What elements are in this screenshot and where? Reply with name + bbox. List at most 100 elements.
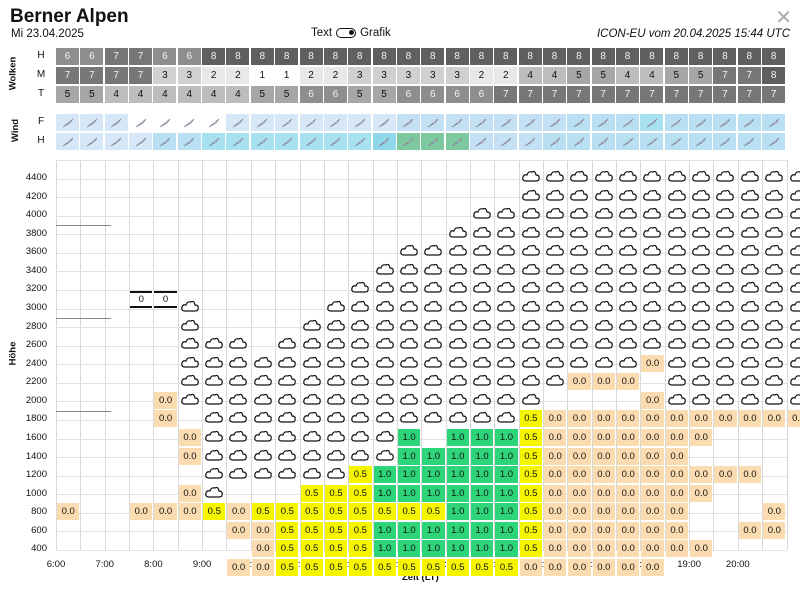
cloud-icon (789, 168, 800, 184)
x-tick-label: 15:00 (482, 559, 507, 570)
wind-arrow-icon (80, 133, 104, 150)
cloud-icon (569, 354, 589, 370)
grid-line (129, 160, 131, 550)
cloud-icon (521, 224, 541, 240)
cloud-cell: 7 (56, 67, 79, 84)
ceiling-marker: 0 (130, 290, 153, 308)
toggle-switch[interactable] (336, 28, 357, 38)
cloud-icon (594, 187, 614, 203)
cloud-icon (448, 242, 468, 258)
cloud-cell: 5 (689, 67, 713, 84)
cloud-cell: 6 (396, 86, 420, 103)
lift-value-cell: 0.0 (641, 410, 664, 428)
toggle-knob (349, 30, 355, 35)
cloud-icon (472, 354, 492, 370)
cloud-icon (496, 261, 516, 277)
cloud-icon (545, 242, 565, 258)
cloud-cell: 6 (299, 86, 323, 103)
grid-line (275, 160, 277, 550)
lift-value-cell: 0.0 (568, 503, 591, 521)
cloud-icon (569, 335, 589, 351)
cloud-cell: 7 (737, 86, 761, 103)
cloud-icon (594, 354, 614, 370)
cloud-cell: 4 (518, 67, 542, 84)
cloud-icon (691, 224, 711, 240)
grid-line (177, 160, 179, 550)
grid-line (640, 160, 642, 550)
wind-arrow-icon (469, 133, 493, 150)
grid-line (737, 160, 739, 550)
view-toggle[interactable]: Text Grafik (311, 27, 391, 39)
cloud-icon (326, 428, 346, 444)
cloud-icon (423, 317, 443, 333)
cloud-icon (545, 372, 565, 388)
toggle-text-label: Text (311, 27, 333, 39)
cloud-icon (302, 335, 322, 351)
lift-value-cell: 0.5 (324, 540, 348, 558)
lift-value-cell: 0.0 (592, 466, 616, 484)
cloud-icon (594, 205, 614, 221)
cloud-icon (253, 465, 273, 481)
cloud-icon (764, 224, 784, 240)
lift-value-cell: 0.5 (422, 503, 445, 521)
lift-value-cell: 0.5 (324, 558, 348, 576)
y-tick-label: 3200 (25, 283, 47, 295)
cloud-icon (521, 298, 541, 314)
cloud-icon (569, 317, 589, 333)
x-tick-label: 11:00 (287, 559, 312, 570)
cloud-cell: 7 (129, 48, 153, 65)
lift-value-cell: 0.0 (641, 354, 664, 372)
cloud-cell: 7 (737, 67, 761, 84)
lift-value-cell: 1.0 (446, 447, 469, 465)
cloud-icon (180, 372, 200, 388)
cloud-icon (277, 372, 297, 388)
cloud-cell: 7 (104, 67, 128, 84)
cloud-icon (350, 391, 370, 407)
cloud-icon (667, 205, 687, 221)
cloud-cell: 5 (250, 86, 274, 103)
cloud-icon (253, 409, 273, 425)
wind-arrow-icon (737, 114, 761, 131)
lift-value-cell: 0.0 (178, 428, 202, 446)
lift-value-cell: 0.0 (665, 484, 689, 502)
wind-arrow-icon (56, 133, 79, 150)
lift-value-cell: 0.0 (617, 447, 640, 465)
lift-value-cell: 0.0 (714, 466, 737, 484)
cloud-icon (521, 205, 541, 221)
cloud-cell: 1 (250, 67, 274, 84)
lift-value-cell: 0.0 (763, 521, 786, 539)
wind-arrow-icon (616, 133, 640, 150)
cloud-icon (180, 335, 200, 351)
wind-arrow-icon (80, 114, 104, 131)
cloud-icon (667, 168, 687, 184)
cloud-icon (740, 168, 760, 184)
lift-value-cell: 0.0 (617, 521, 640, 539)
cloud-icon (594, 279, 614, 295)
close-icon[interactable]: ✕ (775, 7, 792, 29)
cloud-icon (423, 279, 443, 295)
grid-line (56, 252, 787, 254)
lift-value-cell: 1.0 (397, 428, 421, 446)
cloud-icon (472, 224, 492, 240)
cloud-icon (277, 428, 297, 444)
cloud-icon (204, 465, 224, 481)
lift-value-cell: 1.0 (470, 484, 494, 502)
lift-value-cell: 0.0 (592, 447, 616, 465)
cloud-icon (496, 335, 516, 351)
lift-value-cell: 0.0 (519, 558, 542, 576)
cloud-cell: 2 (299, 67, 323, 84)
lift-value-cell: 1.0 (373, 484, 396, 502)
lift-value-cell: 0.5 (276, 521, 299, 539)
cloud-icon (740, 354, 760, 370)
cloud-cell: 7 (80, 67, 104, 84)
lift-value-cell: 0.0 (568, 521, 591, 539)
lift-value-cell: 0.0 (665, 466, 689, 484)
lift-value-cell: 1.0 (422, 540, 445, 558)
cloud-cell: 7 (129, 67, 153, 84)
cloud-icon (667, 317, 687, 333)
cloud-icon (472, 391, 492, 407)
wind-arrow-icon (348, 133, 372, 150)
lift-value-cell: 0.0 (178, 503, 202, 521)
cloud-icon (715, 279, 735, 295)
grid-line (104, 160, 106, 550)
